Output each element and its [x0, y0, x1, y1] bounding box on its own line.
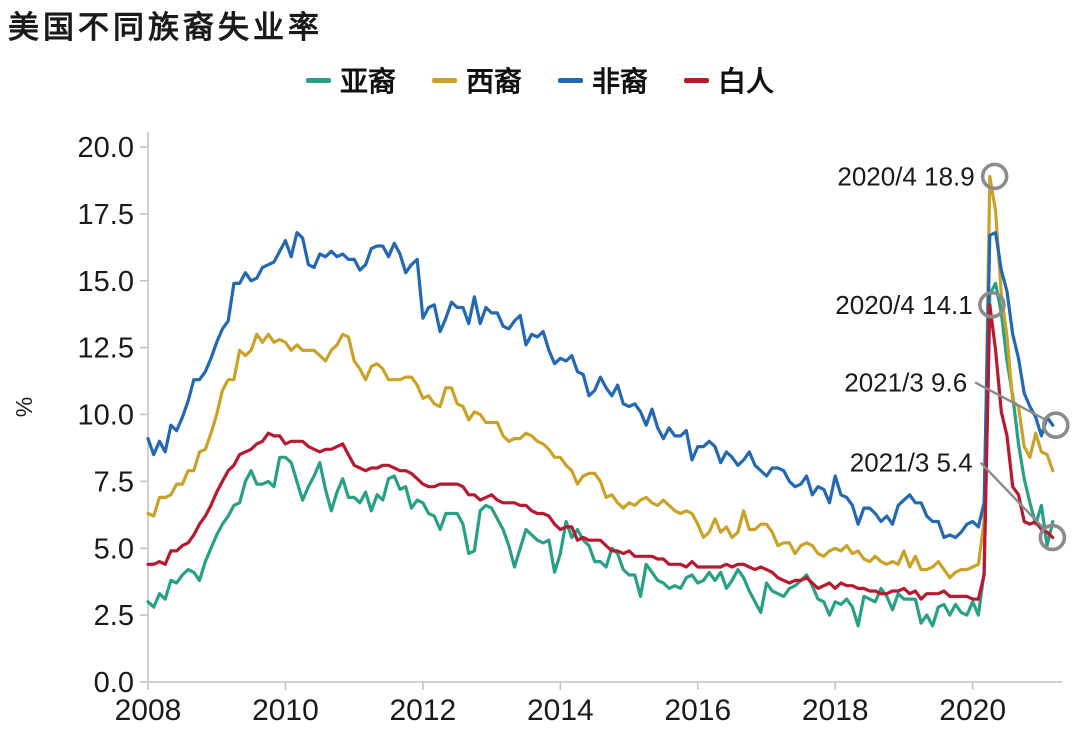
legend-item-black: 非裔 — [558, 60, 648, 100]
x-axis-ticks: 2008 2010 2012 2014 2016 2018 2020 — [115, 682, 1006, 727]
annotation-text-2: 2021/3 9.6 — [844, 367, 967, 397]
legend-swatch-hispanic — [431, 77, 457, 83]
y-tick-label: 7.5 — [94, 466, 134, 498]
legend: 亚裔 西裔 非裔 白人 — [0, 60, 1080, 100]
legend-label-asian: 亚裔 — [339, 67, 396, 98]
y-tick-label: 20.0 — [78, 132, 134, 164]
annotation-connector — [979, 461, 1045, 530]
x-tick-label: 2012 — [390, 694, 457, 727]
x-tick-label: 2018 — [802, 694, 869, 727]
legend-item-asian: 亚裔 — [305, 60, 396, 100]
annotation-marker — [978, 291, 1006, 319]
line-asian — [146, 281, 1055, 628]
y-tick-label: 2.5 — [94, 600, 134, 632]
legend-item-white: 白人 — [684, 60, 774, 100]
x-tick-label: 2020 — [939, 694, 1006, 727]
line-black — [146, 231, 1055, 540]
y-tick-label: 12.5 — [78, 333, 134, 365]
y-tick-label: 10.0 — [78, 400, 134, 432]
legend-label-black: 非裔 — [592, 67, 649, 98]
annotation-text-0: 2020/4 18.9 — [837, 161, 974, 191]
legend-label-hispanic: 西裔 — [465, 67, 522, 98]
y-tick-label: 0.0 — [94, 667, 134, 699]
annotation-text-1: 2020/4 14.1 — [835, 290, 972, 320]
x-tick-label: 2014 — [527, 694, 594, 727]
y-axis-label: % — [11, 397, 37, 417]
line-hispanic — [146, 174, 1055, 580]
annotation-marker — [980, 162, 1009, 191]
legend-label-white: 白人 — [718, 67, 775, 98]
annotations: 2020/4 18.9 2020/4 14.1 2021/3 9.6 2021/3 5… — [835, 161, 1070, 552]
legend-item-hispanic: 西裔 — [431, 60, 522, 100]
legend-swatch-black — [558, 77, 583, 83]
x-tick-label: 2008 — [115, 694, 182, 727]
x-tick-label: 2016 — [664, 694, 731, 727]
annotation-text-3: 2021/3 5.4 — [850, 448, 973, 478]
legend-swatch-white — [684, 77, 710, 83]
axes — [147, 132, 1062, 683]
x-tick-label: 2010 — [252, 694, 319, 727]
y-axis-ticks: 0.0 2.5 5.0 7.5 10.0 12.5 15.0 17.5 20.0% — [11, 132, 148, 699]
legend-swatch-asian — [305, 77, 331, 83]
y-tick-label: 17.5 — [78, 199, 134, 231]
y-tick-label: 15.0 — [78, 266, 134, 298]
annotation-marker — [1042, 411, 1070, 440]
series-lines — [146, 174, 1055, 628]
line-white — [146, 303, 1055, 601]
chart-title: 美国不同族裔失业率 — [8, 10, 323, 45]
annotation-marker — [1038, 523, 1067, 552]
annotation-connector — [974, 381, 1046, 421]
y-tick-label: 5.0 — [94, 533, 134, 565]
